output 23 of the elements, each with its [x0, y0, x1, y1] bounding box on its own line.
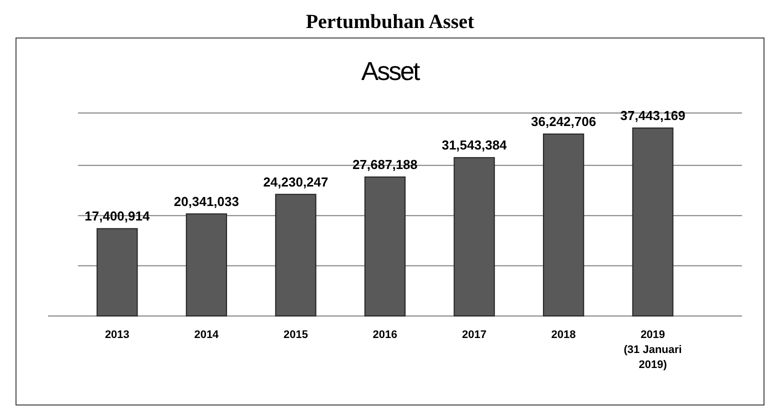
- x-tick-label: 2017: [462, 329, 487, 341]
- data-label: 24,230,247: [263, 174, 328, 190]
- bar: [454, 157, 495, 316]
- x-tick-label: 2015: [283, 329, 308, 341]
- bar: [542, 134, 584, 316]
- bar: [275, 194, 316, 316]
- data-label: 27,687,188: [352, 156, 418, 172]
- data-label: 37,443,169: [620, 108, 686, 123]
- x-tick-label: 2018: [551, 329, 576, 341]
- x-tick-label: 2019 (31 Januari 2019): [624, 329, 682, 371]
- data-label: 17,400,914: [84, 208, 150, 224]
- data-label: 31,543,384: [442, 138, 508, 153]
- data-label: 20,341,033: [174, 194, 239, 209]
- x-tick-label: 2016: [372, 329, 398, 341]
- bar: [632, 128, 674, 316]
- bar: [364, 176, 406, 316]
- chart-title: Pertumbuhan Asset: [306, 11, 475, 33]
- x-tick-label: 2013: [104, 329, 130, 341]
- bar: [96, 228, 138, 316]
- chart-subtitle: Asset: [361, 56, 422, 86]
- x-tick-label: 2014: [194, 329, 220, 341]
- bar: [186, 213, 228, 316]
- data-label: 36,242,706: [531, 114, 596, 130]
